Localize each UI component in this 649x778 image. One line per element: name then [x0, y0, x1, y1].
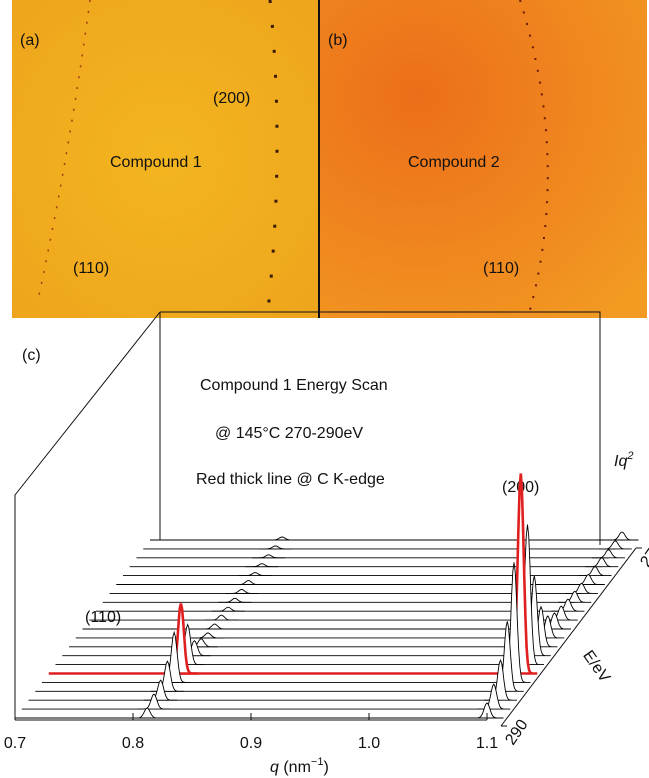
peak: [578, 566, 612, 577]
peak: [470, 702, 504, 719]
peak-label: (110): [85, 609, 121, 626]
peak: [130, 707, 164, 719]
peak: [592, 549, 625, 559]
label-text: (nm: [279, 759, 311, 776]
panel-label: (c): [22, 347, 41, 364]
peak-label: (110): [73, 260, 109, 277]
panel-a-image: [12, 0, 318, 318]
label-sup: 2: [626, 450, 633, 462]
peak-label: (110): [483, 260, 519, 277]
peak: [598, 540, 632, 550]
label-text: q: [270, 759, 279, 776]
x-tick-label: 1.0: [358, 735, 380, 752]
peak: [265, 536, 299, 541]
plot: 0.7 0.8 0.9 1.0 1.1 270 290 E/eV: [4, 473, 649, 752]
axes-frame: [14, 311, 601, 718]
x-tick-label: 0.7: [4, 735, 26, 752]
peak: [551, 598, 585, 612]
peak: [245, 563, 279, 568]
note: Compound 1 Energy Scan: [200, 377, 388, 394]
peak: [144, 679, 178, 701]
peak: [252, 554, 286, 559]
peak: [191, 632, 225, 639]
e-axis: [500, 547, 637, 727]
compound-label: Compound 1: [110, 154, 202, 171]
peak: [258, 545, 292, 550]
label-sup: −1: [311, 756, 324, 768]
peak: [544, 605, 578, 621]
note: Red thick line @ C K-edge: [196, 471, 385, 488]
label-text: ): [323, 759, 328, 776]
peak-label: (200): [213, 90, 250, 107]
panel-label: (a): [20, 32, 40, 49]
peak: [238, 572, 272, 577]
peak: [204, 614, 238, 621]
e-tick-label: 270: [637, 539, 649, 571]
y-axis-label: Iq2: [614, 450, 633, 470]
x-tick-label: 0.9: [240, 735, 262, 752]
e-tick-label: 290: [502, 717, 531, 749]
ring: [266, 0, 279, 311]
e-axis-label: E/eV: [579, 648, 613, 686]
peak: [218, 597, 252, 603]
peak: [211, 606, 245, 612]
peak: [571, 573, 605, 585]
peak: [137, 693, 171, 710]
panel-label: (b): [328, 32, 348, 49]
peak: [585, 557, 619, 568]
compound-label: Compound 2: [408, 154, 500, 171]
ring: [37, 0, 91, 301]
panel-b-image: [320, 0, 647, 318]
peak: [225, 588, 259, 594]
peak: [558, 590, 592, 603]
peak: [477, 683, 511, 710]
label-text: Iq: [614, 453, 627, 470]
peak: [605, 531, 639, 541]
peak: [198, 623, 232, 630]
x-tick-label: 0.8: [122, 735, 144, 752]
x-axis-label: q (nm−1): [270, 756, 329, 776]
peak: [231, 580, 265, 585]
x-tick-label: 1.1: [476, 735, 498, 752]
note: @ 145°C 270-290eV: [215, 425, 363, 442]
peak: [565, 582, 598, 594]
